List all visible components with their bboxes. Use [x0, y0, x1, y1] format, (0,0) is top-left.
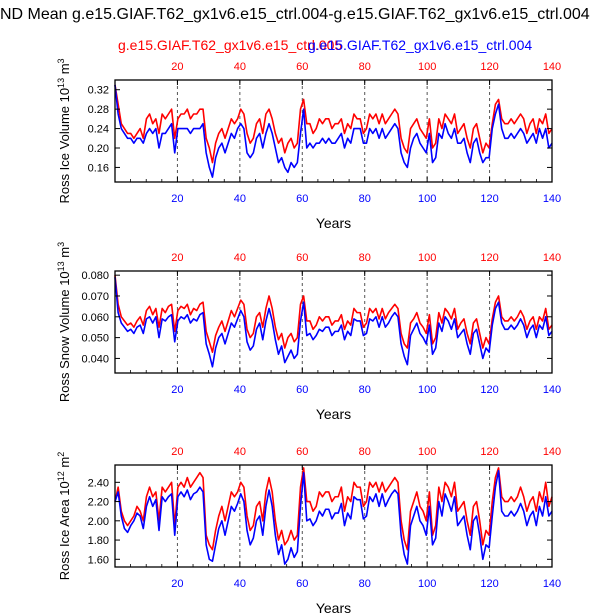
x-tick-label-bottom: 20: [171, 384, 183, 396]
x-tick-label-bottom: 80: [359, 193, 371, 205]
x-tick-label-top: 140: [543, 446, 561, 458]
series-line-blue: [114, 84, 553, 178]
legend-blue-label: g.e15.GIAF.T62_gx1v6.e15_ctrl.004: [308, 37, 533, 53]
y-tick-label: 2.20: [88, 497, 109, 509]
x-tick-label-top: 40: [234, 446, 246, 458]
x-tick-label-bottom: 140: [543, 578, 561, 590]
y-tick-label: 0.28: [88, 104, 109, 116]
x-tick-label-top: 140: [543, 61, 561, 73]
x-tick-label-bottom: 140: [543, 193, 561, 205]
y-tick-label: 0.060: [81, 312, 109, 324]
legend-red-label: g.e15.GIAF.T62_gx1v6.e15_ctrl.005: [118, 37, 343, 53]
y-tick-label: 1.80: [88, 535, 109, 547]
x-tick-label-bottom: 60: [296, 193, 308, 205]
y-tick-label: 0.24: [88, 124, 109, 136]
x-tick-label-bottom: 100: [418, 193, 436, 205]
x-tick-label-top: 120: [480, 61, 498, 73]
x-tick-label-bottom: 80: [359, 578, 371, 590]
y-tick-label: 0.070: [81, 291, 109, 303]
x-axis-label: Years: [316, 215, 351, 231]
x-tick-label-top: 40: [234, 252, 246, 264]
series-line-red: [114, 467, 553, 551]
chart-panel-3: 1.60 1.80 2.00 2.20 2.40 20 20 40 40 60 60 80 80 100 1…: [56, 446, 561, 614]
x-tick-label-bottom: 20: [171, 193, 183, 205]
x-tick-label-bottom: 120: [480, 384, 498, 396]
x-tick-label-bottom: 120: [480, 578, 498, 590]
x-tick-label-bottom: 100: [418, 384, 436, 396]
plot-frame: [114, 79, 553, 183]
x-tick-label-bottom: 20: [171, 578, 183, 590]
x-tick-label-top: 100: [418, 446, 436, 458]
page-title: ND Mean g.e15.GIAF.T62_gx1v6.e15_ctrl.00…: [0, 6, 590, 23]
x-axis-label: Years: [316, 600, 351, 614]
y-tick-label: 1.60: [88, 554, 109, 566]
y-tick-label: 0.16: [88, 162, 109, 174]
x-tick-label-top: 20: [171, 252, 183, 264]
y-tick-label: 0.32: [88, 85, 109, 97]
series-line-red: [114, 275, 553, 353]
x-tick-label-bottom: 140: [543, 384, 561, 396]
x-tick-label-bottom: 40: [234, 193, 246, 205]
x-tick-label-top: 40: [234, 61, 246, 73]
x-tick-label-top: 140: [543, 252, 561, 264]
chart-panel-2: 0.040 0.050 0.060 0.070 0.080 20 20 40 40 60 60 80 8…: [56, 242, 561, 422]
x-tick-label-top: 100: [418, 252, 436, 264]
x-axis-label: Years: [316, 406, 351, 422]
x-tick-label-top: 20: [171, 61, 183, 73]
x-tick-label-top: 80: [359, 61, 371, 73]
x-tick-label-top: 60: [296, 252, 308, 264]
y-tick-label: 0.080: [81, 270, 109, 282]
y-axis-label: Ross Ice Area 1012 m2: [56, 452, 72, 580]
x-tick-label-bottom: 40: [234, 384, 246, 396]
x-tick-label-bottom: 40: [234, 578, 246, 590]
x-tick-label-bottom: 100: [418, 578, 436, 590]
y-tick-label: 0.20: [88, 143, 109, 155]
series-line-red: [114, 84, 553, 164]
x-tick-label-top: 20: [171, 446, 183, 458]
series-line-blue: [114, 277, 553, 368]
x-tick-label-bottom: 80: [359, 384, 371, 396]
y-tick-label: 0.040: [81, 353, 109, 365]
x-tick-label-top: 100: [418, 61, 436, 73]
x-tick-label-bottom: 60: [296, 384, 308, 396]
y-tick-label: 2.40: [88, 477, 109, 489]
x-tick-label-top: 60: [296, 446, 308, 458]
x-tick-label-bottom: 60: [296, 578, 308, 590]
x-tick-label-top: 80: [359, 252, 371, 264]
x-tick-label-top: 120: [480, 446, 498, 458]
x-tick-label-top: 60: [296, 61, 308, 73]
x-tick-label-bottom: 120: [480, 193, 498, 205]
x-tick-label-top: 120: [480, 252, 498, 264]
y-axis-label: Ross Snow Volume 1013 m3: [56, 242, 72, 402]
series-line-blue: [114, 469, 553, 565]
x-tick-label-top: 80: [359, 446, 371, 458]
y-tick-label: 0.050: [81, 333, 109, 345]
y-axis-label: Ross Ice Volume 1013 m3: [56, 58, 72, 203]
y-tick-label: 2.00: [88, 516, 109, 528]
chart-panel-1: 0.16 0.20 0.24 0.28 0.32 20 20 40 40 60 60 80 80 100 1…: [56, 58, 561, 231]
